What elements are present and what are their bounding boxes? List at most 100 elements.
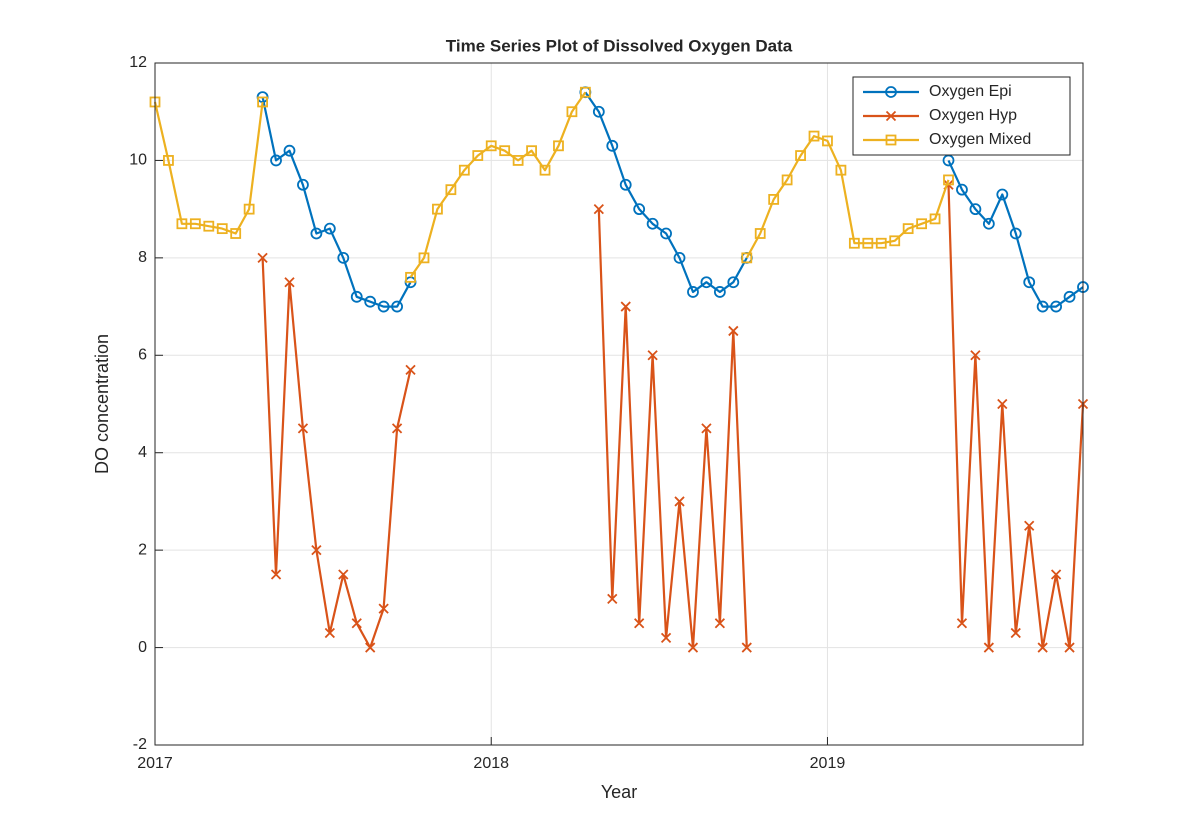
marker — [350, 290, 363, 303]
marker — [351, 618, 362, 629]
marker — [929, 213, 941, 225]
y-tick-label: 6 — [138, 347, 147, 364]
x-axis-label: Year — [601, 782, 637, 802]
marker — [619, 178, 632, 191]
marker — [1024, 520, 1035, 531]
marker — [634, 618, 645, 629]
marker — [592, 105, 605, 118]
marker — [741, 252, 753, 264]
marker — [943, 174, 954, 186]
legend: Oxygen Epi Oxygen Hyp Oxygen Mixed — [852, 76, 1071, 156]
marker — [701, 423, 712, 434]
marker — [1064, 642, 1075, 653]
marker — [311, 545, 322, 556]
marker — [216, 223, 228, 235]
marker — [956, 618, 968, 629]
marker — [997, 398, 1008, 410]
marker — [445, 184, 457, 196]
marker — [875, 237, 887, 249]
y-tick-label: 4 — [138, 444, 147, 461]
marker — [391, 423, 403, 434]
marker — [620, 301, 631, 312]
marker — [754, 228, 766, 239]
marker — [377, 300, 390, 313]
marker — [982, 217, 995, 230]
y-tick-label: 8 — [138, 249, 147, 266]
marker — [310, 227, 323, 240]
marker — [284, 277, 295, 288]
marker — [526, 145, 537, 157]
marker — [1050, 300, 1063, 313]
y-tick-label: 2 — [138, 541, 147, 558]
marker — [405, 271, 416, 283]
marker — [795, 150, 806, 161]
marker — [969, 203, 982, 216]
marker — [230, 228, 242, 239]
y-tick-label: 12 — [129, 54, 147, 71]
marker — [432, 203, 443, 215]
marker — [633, 203, 646, 216]
marker — [916, 218, 928, 230]
marker — [956, 183, 968, 196]
marker — [835, 164, 847, 176]
legend-label: Oxygen Mixed — [929, 131, 1031, 148]
marker — [499, 145, 511, 157]
marker — [674, 496, 685, 507]
marker — [297, 423, 309, 434]
y-tick-label: -2 — [133, 736, 147, 753]
y-axis-label: DO concentration — [92, 334, 112, 474]
marker — [458, 164, 470, 176]
chart-title: Time Series Plot of Dissolved Oxygen Dat… — [446, 36, 793, 55]
marker — [189, 218, 201, 230]
marker — [996, 188, 1009, 201]
marker — [1036, 300, 1049, 313]
marker — [1037, 642, 1048, 653]
marker — [257, 96, 268, 108]
marker — [472, 150, 484, 161]
marker — [203, 220, 215, 232]
marker — [713, 286, 726, 298]
marker — [539, 164, 551, 176]
marker — [323, 222, 336, 235]
marker — [727, 276, 740, 289]
marker — [660, 227, 672, 240]
marker — [862, 237, 874, 249]
marker — [848, 237, 860, 249]
marker — [163, 155, 174, 166]
marker — [364, 295, 377, 308]
x-tick-label: 2017 — [137, 755, 173, 772]
marker — [885, 110, 897, 122]
marker — [176, 218, 188, 230]
marker — [1050, 569, 1062, 580]
marker — [660, 632, 672, 643]
x-tick-label: 2019 — [810, 755, 846, 772]
marker — [593, 204, 604, 215]
y-tick-label: 0 — [138, 639, 147, 656]
marker — [243, 203, 255, 215]
marker — [485, 140, 497, 152]
marker — [1023, 276, 1036, 289]
marker — [606, 139, 619, 152]
marker — [391, 300, 403, 313]
marker — [970, 350, 981, 361]
marker — [808, 130, 820, 142]
legend-label: Oxygen Hyp — [929, 107, 1017, 124]
marker — [257, 252, 268, 263]
marker — [270, 154, 282, 167]
marker — [512, 155, 524, 166]
marker — [418, 252, 430, 264]
marker — [728, 325, 739, 337]
marker — [687, 286, 699, 298]
marker — [1010, 627, 1021, 639]
marker — [714, 618, 726, 629]
y-tick-label: 10 — [129, 152, 147, 169]
marker — [338, 569, 349, 580]
marker — [1009, 227, 1022, 240]
marker — [405, 364, 416, 376]
marker — [741, 642, 752, 653]
marker — [607, 593, 618, 604]
marker — [673, 251, 686, 264]
plot-area — [149, 86, 1089, 653]
marker — [885, 86, 897, 98]
